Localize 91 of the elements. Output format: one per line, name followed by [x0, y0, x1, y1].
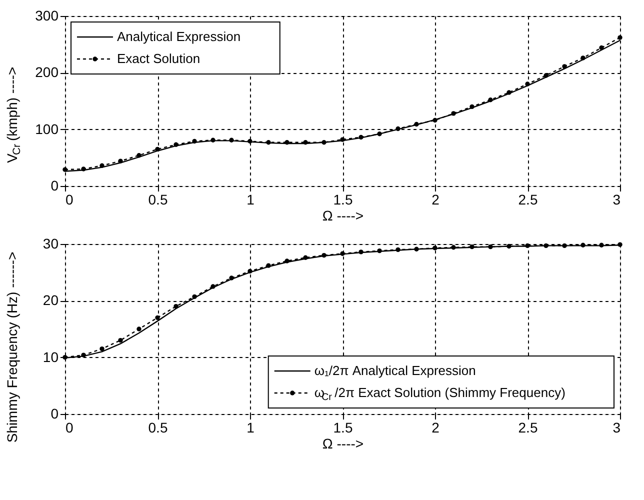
point — [210, 138, 216, 142]
point — [488, 98, 493, 102]
y-axis-title: VCr (kmph) ----> — [4, 66, 24, 163]
y-tick-label: 10 — [42, 348, 59, 365]
point — [432, 118, 438, 123]
point — [506, 244, 512, 249]
y-tick-label: 0 — [50, 406, 59, 422]
point — [118, 338, 123, 343]
point — [599, 45, 604, 50]
point — [81, 166, 86, 172]
point — [266, 263, 271, 268]
point — [562, 64, 567, 69]
y-axis-title: Shimmy Frequency (Hz) ------> — [4, 252, 20, 443]
x-tick-label: 0 — [66, 420, 74, 436]
point — [396, 247, 400, 252]
point — [100, 163, 104, 168]
point — [340, 137, 345, 142]
y-tick-label: 200 — [35, 64, 59, 80]
point — [284, 140, 290, 145]
point — [155, 315, 160, 320]
y-tick-label: 30 — [42, 236, 59, 252]
point — [174, 304, 178, 309]
point — [229, 276, 234, 280]
point — [62, 167, 68, 172]
point — [62, 354, 68, 360]
point — [266, 140, 271, 145]
point — [414, 246, 419, 252]
x-tick-label: 0.5 — [148, 420, 168, 436]
x-tick-label: 0 — [66, 192, 74, 208]
point — [432, 246, 438, 250]
x-tick-label: 2.5 — [518, 420, 538, 436]
point — [580, 242, 586, 248]
point — [451, 111, 456, 116]
point — [580, 56, 586, 60]
point — [229, 138, 234, 142]
x-tick-label: 1 — [246, 420, 255, 436]
point — [599, 242, 604, 248]
x-tick-label: 1 — [246, 192, 255, 208]
point — [544, 243, 548, 248]
point — [322, 252, 326, 258]
point — [81, 352, 86, 358]
x-tick-label: 3 — [612, 192, 621, 208]
point — [192, 294, 197, 300]
point — [396, 126, 400, 132]
legend-label: Analytical Expression — [117, 29, 241, 44]
point — [210, 284, 216, 289]
point — [377, 248, 382, 254]
point — [618, 242, 622, 247]
y-tick-label: 100 — [35, 120, 59, 137]
point — [414, 122, 419, 127]
y-tick-label: 300 — [35, 8, 59, 24]
point — [284, 258, 290, 264]
point — [451, 245, 456, 250]
point — [340, 251, 345, 256]
y-tick-label: 0 — [50, 178, 59, 194]
point — [358, 134, 364, 140]
point — [618, 35, 622, 40]
point — [525, 243, 530, 248]
point — [322, 140, 326, 145]
x-tick-label: 3 — [612, 420, 621, 436]
point — [377, 132, 382, 136]
point — [155, 146, 160, 152]
point — [136, 326, 142, 332]
y-tick-label: 20 — [42, 292, 59, 308]
point — [470, 104, 474, 110]
x-tick-label: 2 — [432, 192, 440, 208]
point — [100, 346, 104, 352]
point — [192, 138, 197, 144]
x-tick-label: 1.5 — [333, 420, 353, 436]
point — [488, 244, 493, 250]
point — [562, 243, 567, 248]
point — [303, 140, 308, 145]
point — [470, 244, 474, 250]
x-tick-label: 0.5 — [148, 192, 168, 208]
point — [303, 255, 308, 260]
legend-label: ω₁/2π Analytical Expression — [314, 363, 476, 378]
point — [525, 82, 530, 86]
point — [174, 142, 178, 147]
legend-label: Exact Solution — [117, 51, 200, 66]
x-tick-label: 1.5 — [333, 192, 353, 208]
point — [506, 90, 512, 95]
point — [248, 138, 252, 144]
x-axis-title: Ω ----> — [322, 436, 364, 452]
x-tick-label: 2 — [432, 420, 440, 436]
point — [248, 268, 252, 274]
point — [358, 250, 364, 254]
point — [544, 73, 548, 78]
x-axis-title: Ω ----> — [322, 208, 364, 224]
point — [136, 153, 142, 158]
point — [118, 158, 123, 164]
x-tick-label: 2.5 — [518, 192, 538, 208]
